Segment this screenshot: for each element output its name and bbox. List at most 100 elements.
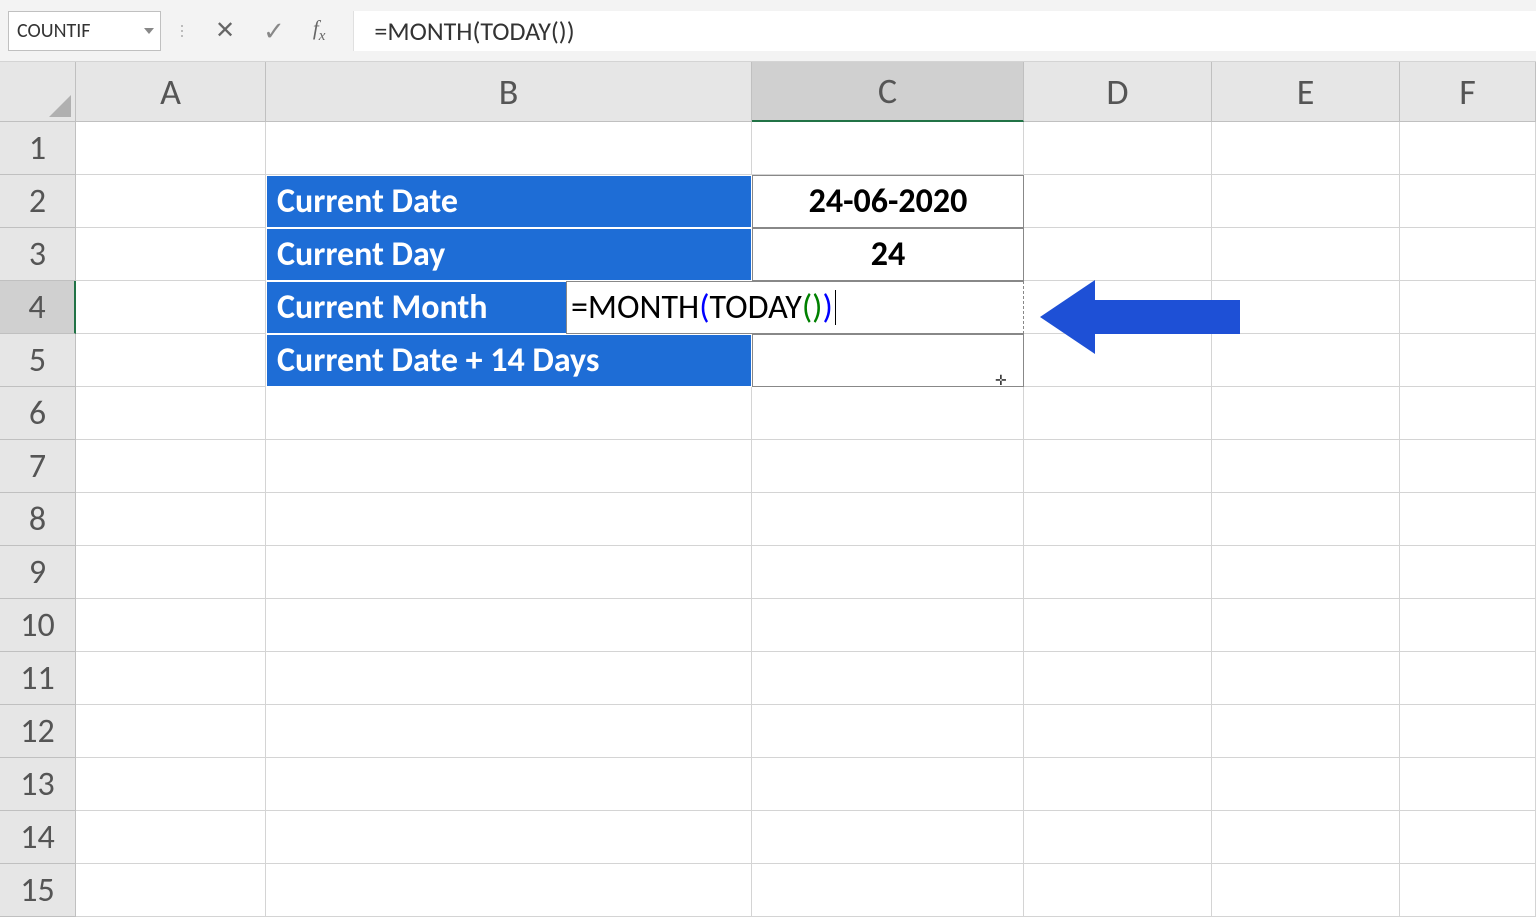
enter-icon[interactable]: ✓	[263, 15, 285, 47]
cell-E6[interactable]	[1212, 387, 1400, 440]
cell-F1[interactable]	[1400, 122, 1536, 175]
row-header-9[interactable]: 9	[0, 546, 76, 599]
cell-D6[interactable]	[1024, 387, 1212, 440]
cell-D13[interactable]	[1024, 758, 1212, 811]
cell-C9[interactable]	[752, 546, 1024, 599]
cell-F6[interactable]	[1400, 387, 1536, 440]
cell-F9[interactable]	[1400, 546, 1536, 599]
cell-E10[interactable]	[1212, 599, 1400, 652]
cell-F7[interactable]	[1400, 440, 1536, 493]
cell-F2[interactable]	[1400, 175, 1536, 228]
cell-D2[interactable]	[1024, 175, 1212, 228]
cell-F3[interactable]	[1400, 228, 1536, 281]
cell-A6[interactable]	[76, 387, 266, 440]
cell-F10[interactable]	[1400, 599, 1536, 652]
cell-C7[interactable]	[752, 440, 1024, 493]
fx-icon[interactable]: fx	[313, 16, 326, 45]
row-header-11[interactable]: 11	[0, 652, 76, 705]
cell-A5[interactable]	[76, 334, 266, 387]
row-header-14[interactable]: 14	[0, 811, 76, 864]
cell-C10[interactable]	[752, 599, 1024, 652]
row-header-7[interactable]: 7	[0, 440, 76, 493]
cell-A14[interactable]	[76, 811, 266, 864]
row-header-12[interactable]: 12	[0, 705, 76, 758]
row-header-4[interactable]: 4	[0, 281, 76, 334]
label-b3[interactable]: Current Day	[266, 228, 752, 281]
column-header-C[interactable]: C	[752, 62, 1024, 122]
cell-F14[interactable]	[1400, 811, 1536, 864]
cell-A1[interactable]	[76, 122, 266, 175]
formula-input[interactable]: =MONTH(TODAY())	[353, 11, 1536, 51]
cell-F4[interactable]	[1400, 281, 1536, 334]
label-b2[interactable]: Current Date	[266, 175, 752, 228]
cell-A12[interactable]	[76, 705, 266, 758]
formula-cell-c4[interactable]: =MONTH(TODAY())	[566, 281, 1024, 334]
row-header-6[interactable]: 6	[0, 387, 76, 440]
cell-E11[interactable]	[1212, 652, 1400, 705]
cell-E13[interactable]	[1212, 758, 1400, 811]
cell-F12[interactable]	[1400, 705, 1536, 758]
column-header-E[interactable]: E	[1212, 62, 1400, 122]
cell-E7[interactable]	[1212, 440, 1400, 493]
cell-B10[interactable]	[266, 599, 752, 652]
cell-D14[interactable]	[1024, 811, 1212, 864]
cell-A11[interactable]	[76, 652, 266, 705]
cell-E14[interactable]	[1212, 811, 1400, 864]
cell-B11[interactable]	[266, 652, 752, 705]
cell-A7[interactable]	[76, 440, 266, 493]
cell-F13[interactable]	[1400, 758, 1536, 811]
cell-A9[interactable]	[76, 546, 266, 599]
cell-D9[interactable]	[1024, 546, 1212, 599]
row-header-1[interactable]: 1	[0, 122, 76, 175]
column-header-D[interactable]: D	[1024, 62, 1212, 122]
cell-E9[interactable]	[1212, 546, 1400, 599]
cell-D11[interactable]	[1024, 652, 1212, 705]
cell-C11[interactable]	[752, 652, 1024, 705]
value-c2[interactable]: 24-06-2020	[752, 175, 1024, 228]
cell-A8[interactable]	[76, 493, 266, 546]
cell-F15[interactable]	[1400, 864, 1536, 917]
cell-C6[interactable]	[752, 387, 1024, 440]
cell-B13[interactable]	[266, 758, 752, 811]
column-header-F[interactable]: F	[1400, 62, 1536, 122]
column-header-A[interactable]: A	[76, 62, 266, 122]
name-box-dropdown-icon[interactable]	[144, 28, 154, 34]
cell-A2[interactable]	[76, 175, 266, 228]
cell-D7[interactable]	[1024, 440, 1212, 493]
cell-D8[interactable]	[1024, 493, 1212, 546]
row-header-5[interactable]: 5	[0, 334, 76, 387]
row-header-15[interactable]: 15	[0, 864, 76, 917]
cell-B8[interactable]	[266, 493, 752, 546]
cell-A10[interactable]	[76, 599, 266, 652]
cell-E15[interactable]	[1212, 864, 1400, 917]
cell-B15[interactable]	[266, 864, 752, 917]
cell-B6[interactable]	[266, 387, 752, 440]
cell-D1[interactable]	[1024, 122, 1212, 175]
row-header-8[interactable]: 8	[0, 493, 76, 546]
value-c5[interactable]	[752, 334, 1024, 387]
cell-C14[interactable]	[752, 811, 1024, 864]
cell-E8[interactable]	[1212, 493, 1400, 546]
label-b5[interactable]: Current Date + 14 Days	[266, 334, 752, 387]
cell-C13[interactable]	[752, 758, 1024, 811]
cell-D12[interactable]	[1024, 705, 1212, 758]
cell-D10[interactable]	[1024, 599, 1212, 652]
cell-A4[interactable]	[76, 281, 266, 334]
cell-B9[interactable]	[266, 546, 752, 599]
row-header-13[interactable]: 13	[0, 758, 76, 811]
cancel-icon[interactable]: ✕	[215, 16, 235, 45]
cell-C12[interactable]	[752, 705, 1024, 758]
cell-F5[interactable]	[1400, 334, 1536, 387]
cell-C15[interactable]	[752, 864, 1024, 917]
cell-E1[interactable]	[1212, 122, 1400, 175]
column-header-B[interactable]: B	[266, 62, 752, 122]
cell-E2[interactable]	[1212, 175, 1400, 228]
cell-B14[interactable]	[266, 811, 752, 864]
row-header-2[interactable]: 2	[0, 175, 76, 228]
cell-E5[interactable]	[1212, 334, 1400, 387]
cell-F11[interactable]	[1400, 652, 1536, 705]
value-c3[interactable]: 24	[752, 228, 1024, 281]
cell-A15[interactable]	[76, 864, 266, 917]
cell-E4[interactable]	[1212, 281, 1400, 334]
cell-B12[interactable]	[266, 705, 752, 758]
